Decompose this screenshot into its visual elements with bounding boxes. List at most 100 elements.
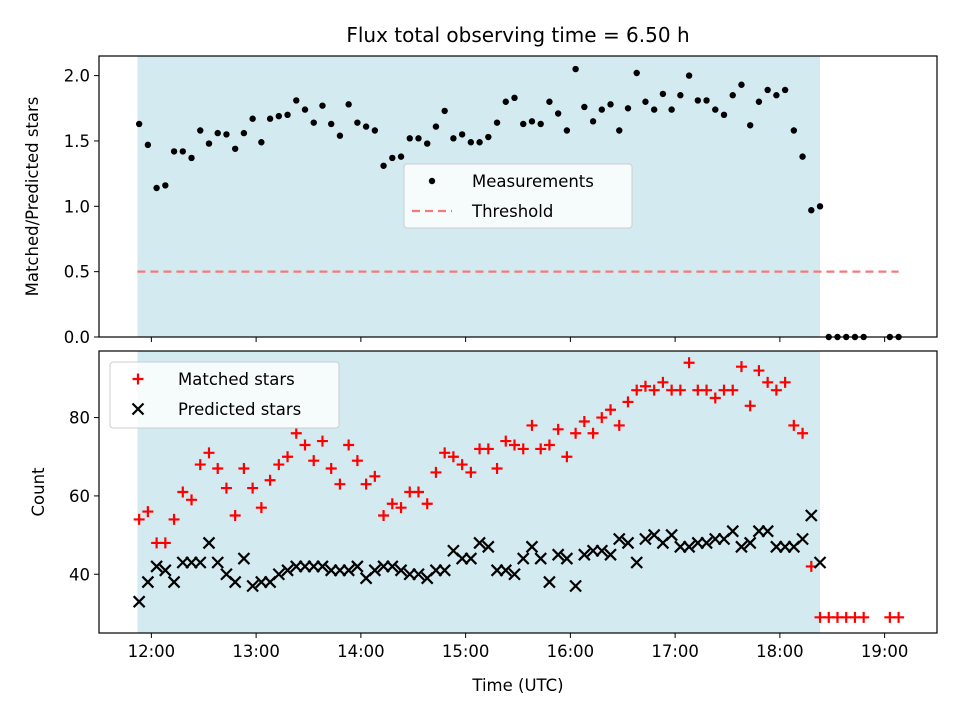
matched-star-point bbox=[177, 486, 189, 498]
matched-star-point bbox=[578, 416, 590, 427]
x-tick-label: 17:00 bbox=[651, 642, 699, 661]
measurement-point bbox=[746, 122, 754, 129]
matched-star-point bbox=[255, 502, 267, 514]
predicted-star-point bbox=[368, 564, 382, 577]
predicted-star-point bbox=[796, 532, 809, 546]
measurement-point bbox=[153, 184, 160, 192]
matched-star-point bbox=[622, 396, 634, 408]
legend-box bbox=[403, 163, 633, 229]
matched-star-point bbox=[186, 494, 198, 506]
measurement-point bbox=[720, 111, 728, 119]
predicted-star-point bbox=[342, 564, 355, 577]
matched-star-point bbox=[308, 455, 320, 467]
measurement-point bbox=[502, 98, 509, 105]
top-axis-ticks: 0.0 0.5 1.0 1.5 2.0 bbox=[64, 67, 886, 347]
measurement-point bbox=[581, 103, 588, 111]
matched-star-point bbox=[709, 392, 721, 404]
measurement-point bbox=[310, 119, 317, 126]
matched-star-point bbox=[526, 419, 538, 431]
measurement-point bbox=[258, 139, 265, 146]
measurement-point bbox=[197, 127, 204, 134]
predicted-star-point bbox=[726, 524, 740, 538]
measurement-point bbox=[528, 118, 536, 125]
predicted-star-point bbox=[473, 536, 486, 550]
matched-star-point bbox=[613, 419, 625, 431]
x-tick-label: 13:00 bbox=[232, 642, 280, 661]
chart-title: Flux total observing time = 6.50 h bbox=[346, 23, 689, 47]
predicted-star-point bbox=[516, 552, 530, 565]
matched-star-point bbox=[648, 384, 660, 396]
predicted-star-point bbox=[612, 532, 626, 546]
measurement-point bbox=[738, 81, 745, 88]
measurement-point bbox=[467, 139, 475, 146]
predicted-star-point bbox=[386, 560, 399, 573]
matched-star-point bbox=[290, 427, 302, 439]
measurement-point bbox=[537, 120, 544, 128]
predicted-star-point bbox=[700, 536, 713, 550]
predicted-star-point bbox=[202, 536, 216, 550]
measurement-point bbox=[275, 112, 283, 120]
matched-star-point bbox=[360, 478, 372, 490]
measurement-point bbox=[816, 203, 824, 210]
matched-star-point bbox=[674, 384, 686, 396]
legend-label: Predicted stars bbox=[178, 400, 301, 419]
predicted-star-point bbox=[272, 567, 286, 581]
top-plot-frame bbox=[98, 55, 938, 338]
predicted-star-point bbox=[211, 556, 224, 569]
matched-star-point bbox=[639, 380, 651, 392]
measurement-point bbox=[188, 154, 195, 162]
bottom-y-tick-label: 80 bbox=[69, 409, 90, 428]
matched-star-point bbox=[500, 435, 512, 447]
top-y-tick-label: 1.0 bbox=[64, 197, 90, 216]
measurement-point bbox=[781, 86, 789, 94]
predicted-star-point bbox=[394, 564, 408, 577]
matched-star-point bbox=[535, 443, 547, 455]
matched-star-point bbox=[543, 439, 555, 451]
matched-star-point bbox=[465, 466, 477, 478]
measurement-point bbox=[432, 123, 440, 130]
legend-marker bbox=[131, 402, 145, 416]
matched-star-point bbox=[770, 384, 782, 396]
matched-star-point bbox=[456, 459, 468, 471]
matched-star-point bbox=[439, 447, 451, 459]
measurement-point bbox=[650, 106, 658, 113]
matched-star-point bbox=[762, 376, 774, 388]
matched-star-point bbox=[744, 400, 756, 412]
measurement-point bbox=[764, 86, 771, 94]
measurement-point bbox=[790, 127, 798, 134]
measurement-point bbox=[633, 69, 640, 77]
measurement-point bbox=[214, 129, 221, 137]
measurement-point bbox=[589, 118, 597, 125]
x-tick-label: 12:00 bbox=[128, 642, 176, 661]
matched-star-point bbox=[334, 478, 346, 490]
predicted-star-point bbox=[228, 575, 242, 589]
measurement-point bbox=[703, 97, 710, 104]
matched-star-point bbox=[212, 463, 224, 474]
measurement-point bbox=[799, 153, 806, 160]
top-y-tick-label: 1.5 bbox=[64, 132, 90, 151]
x-tick-label: 16:00 bbox=[547, 642, 595, 661]
matched-star-point bbox=[447, 451, 459, 463]
matched-star-point bbox=[561, 451, 573, 463]
predicted-star-point bbox=[237, 552, 251, 565]
x-axis-label: Time (UTC) bbox=[471, 676, 563, 695]
measurement-point bbox=[685, 72, 693, 79]
predicted-star-point bbox=[412, 567, 425, 581]
predicted-star-point bbox=[682, 540, 696, 554]
measurement-point bbox=[712, 106, 719, 113]
measurement-point bbox=[476, 139, 483, 146]
measurement-point bbox=[354, 119, 361, 126]
predicted-star-point bbox=[665, 528, 678, 542]
matched-star-point bbox=[142, 506, 154, 518]
x-tick-label: 18:00 bbox=[756, 642, 804, 661]
measurement-point bbox=[520, 120, 527, 128]
predicted-star-point bbox=[150, 560, 163, 573]
matched-star-point bbox=[247, 482, 259, 494]
matched-star-point bbox=[238, 463, 250, 474]
bottom-axis-ticks: 12:00 13:00 14:00 15:00 16:00 17:00 18:00 19:00… bbox=[69, 409, 908, 661]
matched-star-point bbox=[421, 498, 433, 510]
legend-label: Matched stars bbox=[178, 370, 295, 389]
predicted-star-point bbox=[499, 564, 513, 577]
measurement-point bbox=[677, 92, 684, 99]
measurement-point bbox=[607, 101, 614, 108]
